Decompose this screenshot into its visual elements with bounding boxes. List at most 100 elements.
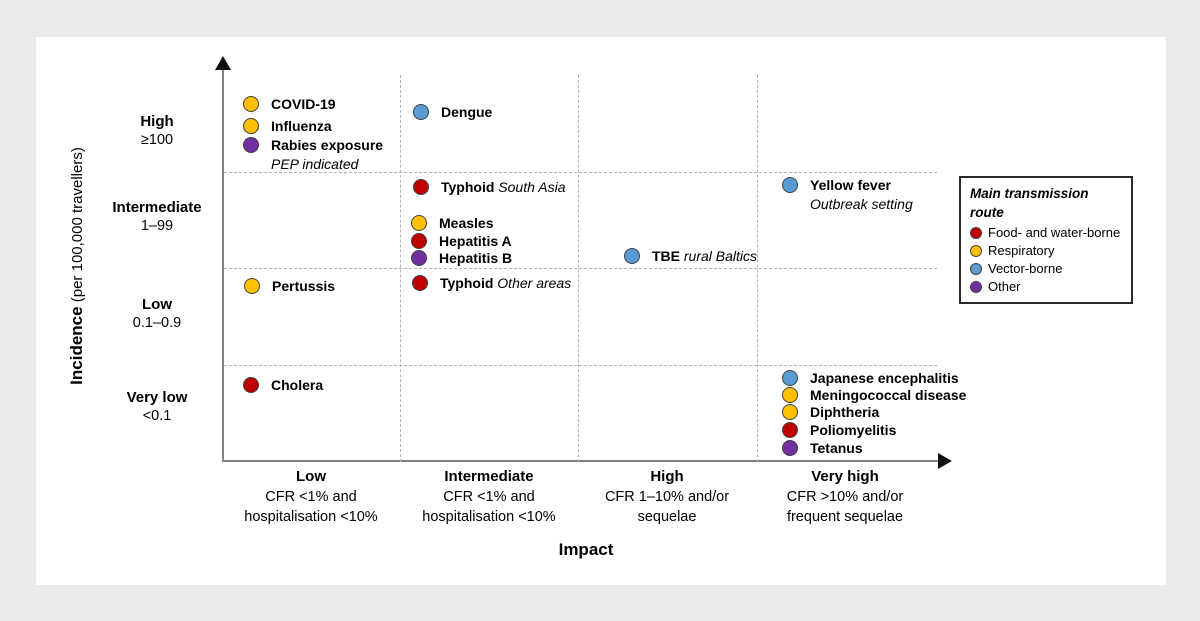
data-point-dengue: Dengue [413, 104, 492, 120]
data-point-diphtheria: Diphtheria [782, 404, 879, 420]
y-band-label-very-low: Very low <0.1 [87, 388, 227, 426]
data-point-name: Dengue [441, 104, 493, 120]
x-band-label-high: High CFR 1–10% and/or sequelae [567, 467, 767, 527]
data-point-note: Outbreak setting [810, 196, 913, 212]
data-point-name: Influenza [271, 118, 332, 134]
x-axis-arrow-icon [938, 453, 952, 469]
y-band-title: High [140, 113, 174, 130]
vector-dot-icon [624, 248, 640, 264]
x-axis-title: Impact [558, 540, 614, 559]
respiratory-dot-icon [782, 387, 798, 403]
data-point-typhoid-south-asia: Typhoid South Asia [413, 179, 566, 195]
legend-item-label: Vector-borne [988, 261, 1063, 276]
data-point-label: Typhoid Other areas [440, 275, 571, 291]
x-band-label-low: Low CFR <1% and hospitalisation <10% [211, 467, 411, 527]
data-point-name: Measles [439, 215, 494, 231]
data-point-tetanus: Tetanus [782, 440, 863, 456]
y-band-title: Intermediate [112, 199, 202, 216]
data-point-label: Pertussis [272, 278, 335, 294]
legend: Main transmission route Food- and water-… [959, 176, 1133, 304]
data-point-label: Meningococcal disease [810, 387, 966, 403]
data-point-label: Hepatitis B [439, 250, 512, 266]
data-point-label: Typhoid South Asia [441, 179, 566, 195]
data-point-name: Poliomyelitis [810, 422, 897, 438]
x-band-desc: CFR >10% and/or [786, 489, 904, 505]
chart-card [36, 37, 1166, 585]
x-band-title: Intermediate [444, 468, 534, 485]
respiratory-dot-icon [243, 118, 259, 134]
data-point-name: Yellow fever [810, 177, 891, 193]
x-band-title: High [650, 468, 684, 485]
food-water-dot-icon [411, 233, 427, 249]
horizontal-gridline-2 [224, 268, 937, 269]
data-point-name: Meningococcal disease [810, 387, 967, 403]
data-point-name: COVID-19 [271, 96, 336, 112]
food-water-dot-icon [970, 226, 982, 239]
x-band-label-intermediate: Intermediate CFR <1% and hospitalisation <… [389, 467, 589, 527]
data-point-name: Rabies exposure [271, 137, 384, 153]
x-band-desc: CFR <1% and [443, 489, 535, 505]
y-band-title: Very low [126, 389, 188, 406]
x-band-desc: CFR 1–10% and/or [604, 489, 730, 505]
legend-item-label: Other [988, 279, 1021, 294]
y-axis-title: Incidence (per 100,000 travellers) [67, 147, 87, 385]
data-point-yellow-fever: Yellow fever Outbreak setting [782, 177, 913, 212]
x-band-label-very-high: Very high CFR >10% and/or frequent sequela… [745, 467, 945, 527]
legend-item-label: Respiratory [988, 243, 1055, 258]
y-axis-arrow-icon [215, 56, 231, 70]
data-point-label: Poliomyelitis [810, 422, 896, 438]
data-point-label: Yellow fever Outbreak setting [810, 177, 913, 212]
x-band-desc: frequent sequelae [786, 509, 904, 525]
other-dot-icon [411, 250, 427, 266]
y-band-label-low: Low 0.1–0.9 [87, 295, 227, 333]
data-point-hepatitis-b: Hepatitis B [411, 250, 512, 266]
x-band-title: Low [296, 468, 326, 485]
vector-dot-icon [782, 370, 798, 386]
vector-dot-icon [970, 262, 982, 275]
data-point-japanese-encephalitis: Japanese encephalitis [782, 370, 959, 386]
data-point-name: Hepatitis B [439, 250, 513, 266]
other-dot-icon [782, 440, 798, 456]
data-point-covid-19: COVID-19 [243, 96, 336, 112]
data-point-label: Hepatitis A [439, 233, 512, 249]
y-band-label-intermediate: Intermediate 1–99 [87, 198, 227, 236]
legend-item-respiratory: Respiratory [970, 243, 1122, 258]
horizontal-gridline-1 [224, 172, 937, 173]
other-dot-icon [970, 280, 982, 293]
respiratory-dot-icon [244, 278, 260, 294]
data-point-name: Pertussis [272, 278, 336, 294]
legend-item-vector-borne: Vector-borne [970, 261, 1122, 276]
y-band-label-high: High ≥100 [87, 112, 227, 150]
vector-dot-icon [413, 104, 429, 120]
data-point-influenza: Influenza [243, 118, 332, 134]
data-point-name: Typhoid South Asia [441, 179, 566, 195]
food-water-dot-icon [413, 179, 429, 195]
respiratory-dot-icon [782, 404, 798, 420]
y-band-range: <0.1 [142, 408, 172, 424]
data-point-label: Influenza [271, 118, 332, 134]
data-point-label: Rabies exposure PEP indicated [271, 137, 383, 172]
data-point-label: Dengue [441, 104, 492, 120]
other-dot-icon [243, 137, 259, 153]
y-band-range: 0.1–0.9 [132, 315, 182, 331]
data-point-label: Cholera [271, 377, 323, 393]
data-point-name: TBE rural Baltics [652, 248, 758, 264]
x-axis-line [223, 460, 943, 462]
legend-title: Main transmission route [970, 186, 1089, 220]
y-axis-title-rest: (per 100,000 travellers) [69, 147, 86, 307]
data-point-rabies-exposure: Rabies exposure PEP indicated [243, 137, 383, 172]
data-point-measles: Measles [411, 215, 493, 231]
data-point-name: Tetanus [810, 440, 863, 456]
data-point-label: Measles [439, 215, 493, 231]
data-point-label: COVID-19 [271, 96, 336, 112]
vector-dot-icon [782, 177, 798, 193]
respiratory-dot-icon [970, 244, 982, 257]
legend-item-food-and-water-borne: Food- and water-borne [970, 225, 1122, 240]
x-band-desc: hospitalisation <10% [244, 509, 378, 525]
respiratory-dot-icon [243, 96, 259, 112]
y-axis-title-bold: Incidence [67, 306, 86, 385]
x-band-desc: CFR <1% and [265, 489, 357, 505]
y-band-range: ≥100 [140, 132, 174, 148]
legend-item-other: Other [970, 279, 1122, 294]
